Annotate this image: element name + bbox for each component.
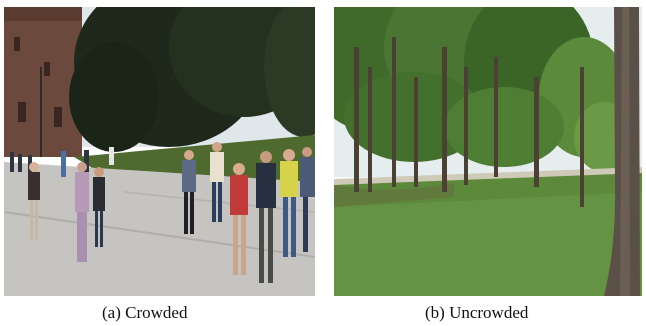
caption-crowded: (a) Crowded <box>102 303 188 322</box>
brick-building <box>4 7 82 157</box>
tree-trunks <box>354 37 584 207</box>
uncrowded-photo-illustration <box>334 7 642 296</box>
dark-trees <box>69 7 315 152</box>
crowded-photo <box>4 7 315 296</box>
bollard <box>109 147 114 165</box>
crowd <box>28 142 315 283</box>
uncrowded-photo <box>334 7 642 296</box>
caption-uncrowded: (b) Uncrowded <box>425 303 529 322</box>
crowded-photo-illustration <box>4 7 315 296</box>
